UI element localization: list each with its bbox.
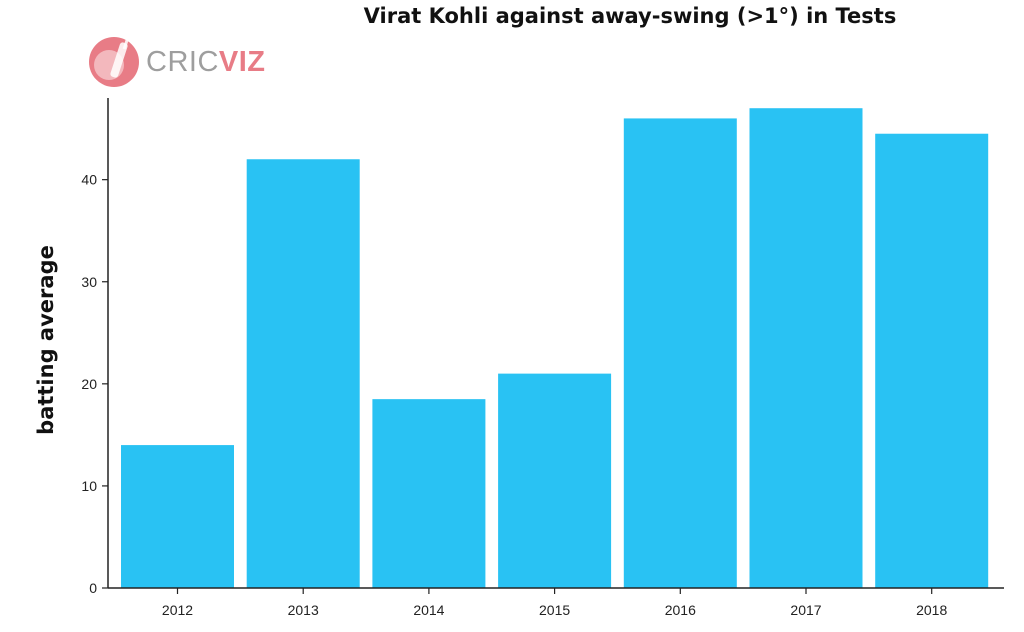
cricviz-logo: CRICVIZ: [88, 36, 266, 88]
y-axis-label: batting average: [34, 245, 58, 435]
logo-text-grey: CRIC: [146, 45, 219, 78]
bar-2018: [875, 133, 989, 588]
x-tick-label: 2016: [665, 602, 696, 618]
x-tick-label: 2018: [916, 602, 947, 618]
x-ticks-group: 2012 2013 2014 2015 2016 2017 2018: [162, 588, 947, 618]
cricket-bat-ball-icon: [89, 37, 139, 87]
y-tick-label: 30: [81, 274, 97, 290]
y-tick-label: 10: [81, 478, 97, 494]
y-ticks-group: 0 10 20 30 40: [81, 172, 108, 596]
bar-2013: [246, 159, 360, 588]
chart-title: Virat Kohli against away-swing (>1°) in …: [363, 4, 897, 28]
logo-wordmark: CRICVIZ: [146, 46, 266, 79]
bars-group: [121, 108, 989, 589]
x-tick-label: 2012: [162, 602, 193, 618]
logo-text-accent: VIZ: [218, 45, 266, 78]
bar-2014: [372, 399, 486, 588]
x-tick-label: 2013: [288, 602, 319, 618]
x-tick-label: 2014: [413, 602, 444, 618]
x-tick-label: 2015: [539, 602, 570, 618]
bar-2012: [121, 445, 234, 588]
bar-2016: [623, 118, 737, 589]
bar-2015: [498, 373, 612, 588]
bar-2017: [749, 108, 863, 588]
y-tick-label: 20: [81, 376, 97, 392]
x-tick-label: 2017: [790, 602, 821, 618]
y-tick-label: 0: [89, 580, 97, 596]
y-tick-label: 40: [81, 172, 97, 188]
